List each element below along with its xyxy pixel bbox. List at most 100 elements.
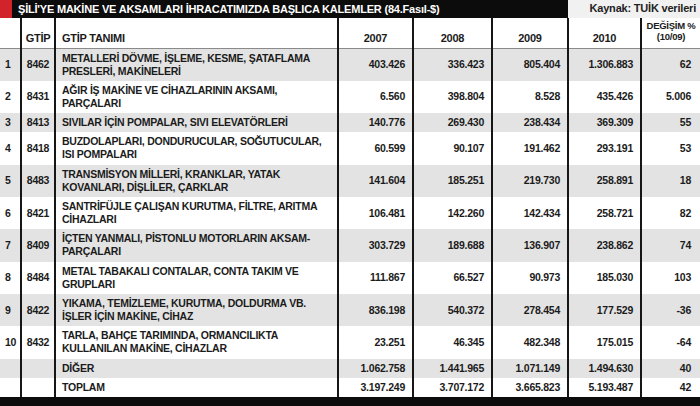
- cell-change-pct: 103: [641, 262, 700, 294]
- cell-rank: 6: [0, 197, 21, 229]
- cell-value-2009: 3.665.823: [492, 378, 568, 397]
- cell-value-2007: 403.426: [338, 48, 413, 81]
- page: ŞİLİ'YE MAKİNE VE AKSAMLARI İHRACATIMIZD…: [0, 0, 700, 406]
- cell-value-2009: 191.462: [492, 132, 568, 164]
- cell-value-2009: 805.404: [492, 48, 568, 81]
- cell-value-2009: 90.973: [492, 262, 568, 294]
- cell-value-2008: 66.527: [413, 262, 492, 294]
- cell-description: TARLA, BAHÇE TARIMINDA, ORMANCILIKTA KUL…: [55, 326, 338, 358]
- cell-value-2010: 1.494.630: [568, 359, 641, 378]
- cell-value-2008: 540.372: [413, 294, 492, 326]
- table-row: TOPLAM 3.197.249 3.707.172 3.665.823 5.1…: [0, 378, 700, 397]
- cell-gtip-code: 8483: [21, 165, 55, 197]
- bottom-black-strip: [0, 397, 700, 406]
- red-accent-square: [0, 0, 12, 18]
- cell-value-2008: 46.345: [413, 326, 492, 358]
- cell-rank: 10: [0, 326, 21, 358]
- cell-description: BUZDOLAPLARI, DONDURUCULAR, SOĞUTUCULAR,…: [55, 132, 338, 164]
- cell-change-pct: 74: [641, 229, 700, 261]
- cell-value-2009: 1.071.149: [492, 359, 568, 378]
- cell-value-2007: 1.062.758: [338, 359, 413, 378]
- header-change: DEĞİŞİM % (10/09): [641, 18, 700, 48]
- cell-value-2007: 111.867: [338, 262, 413, 294]
- cell-value-2008: 189.688: [413, 229, 492, 261]
- cell-change-pct: 53: [641, 132, 700, 164]
- cell-description: TOPLAM: [55, 378, 338, 397]
- cell-value-2007: 303.729: [338, 229, 413, 261]
- cell-description: SANTRİFÜJLE ÇALIŞAN KURUTMA, FİLTRE, ARI…: [55, 197, 338, 229]
- table-row: DİĞER 1.062.758 1.441.965 1.071.149 1.49…: [0, 359, 700, 378]
- table-row: 7 8409 İÇTEN YANMALI, PİSTONLU MOTORLARI…: [0, 229, 700, 261]
- header-change-line1: DEĞİŞİM %: [642, 20, 700, 31]
- table-header: GTİP GTİP TANIMI 2007 2008 2009 2010 DEĞ…: [0, 18, 700, 48]
- header-description: GTİP TANIMI: [55, 18, 338, 48]
- cell-description: İÇTEN YANMALI, PİSTONLU MOTORLARIN AKSAM…: [55, 229, 338, 261]
- cell-value-2010: 238.862: [568, 229, 641, 261]
- cell-change-pct: -64: [641, 326, 700, 358]
- cell-rank: 1: [0, 48, 21, 81]
- cell-value-2010: 177.529: [568, 294, 641, 326]
- header-year-2007: 2007: [338, 18, 413, 48]
- cell-value-2007: 6.560: [338, 81, 413, 113]
- cell-value-2010: 5.193.487: [568, 378, 641, 397]
- cell-rank: 3: [0, 113, 21, 132]
- header-year-2008: 2008: [413, 18, 492, 48]
- cell-value-2010: 185.030: [568, 262, 641, 294]
- table-row: 9 8422 YIKAMA, TEMİZLEME, KURUTMA, DOLDU…: [0, 294, 700, 326]
- cell-value-2007: 106.481: [338, 197, 413, 229]
- cell-value-2010: 369.309: [568, 113, 641, 132]
- cell-value-2010: 258.721: [568, 197, 641, 229]
- cell-change-pct: 55: [641, 113, 700, 132]
- cell-gtip-code: 8422: [21, 294, 55, 326]
- table-row: 10 8432 TARLA, BAHÇE TARIMINDA, ORMANCIL…: [0, 326, 700, 358]
- cell-gtip-code: 8432: [21, 326, 55, 358]
- cell-value-2009: 219.730: [492, 165, 568, 197]
- cell-description: DİĞER: [55, 359, 338, 378]
- cell-description: TRANSMİSYON MİLLERİ, KRANKLAR, YATAK KOV…: [55, 165, 338, 197]
- cell-value-2010: 258.891: [568, 165, 641, 197]
- cell-rank: 8: [0, 262, 21, 294]
- cell-value-2008: 3.707.172: [413, 378, 492, 397]
- cell-value-2010: 293.191: [568, 132, 641, 164]
- cell-value-2007: 141.604: [338, 165, 413, 197]
- table-row: 6 8421 SANTRİFÜJLE ÇALIŞAN KURUTMA, FİLT…: [0, 197, 700, 229]
- cell-value-2009: 238.434: [492, 113, 568, 132]
- cell-value-2007: 60.599: [338, 132, 413, 164]
- cell-gtip-code: 8413: [21, 113, 55, 132]
- header-row: GTİP GTİP TANIMI 2007 2008 2009 2010 DEĞ…: [0, 18, 700, 48]
- cell-value-2007: 23.251: [338, 326, 413, 358]
- cell-change-pct: 5.006: [641, 81, 700, 113]
- export-items-table: GTİP GTİP TANIMI 2007 2008 2009 2010 DEĞ…: [0, 18, 700, 397]
- cell-gtip-code: 8462: [21, 48, 55, 81]
- cell-change-pct: -36: [641, 294, 700, 326]
- cell-gtip-code: [21, 359, 55, 378]
- cell-value-2008: 398.804: [413, 81, 492, 113]
- table-row: 8 8484 METAL TABAKALI CONTALAR, CONTA TA…: [0, 262, 700, 294]
- header-rank: [0, 18, 21, 48]
- cell-value-2010: 435.426: [568, 81, 641, 113]
- cell-change-pct: 18: [641, 165, 700, 197]
- table-row: 1 8462 METALLERİ DÖVME, İŞLEME, KESME, Ş…: [0, 48, 700, 81]
- cell-gtip-code: [21, 378, 55, 397]
- cell-value-2007: 836.198: [338, 294, 413, 326]
- table-row: 3 8413 SIVILAR İÇİN POMPALAR, SIVI ELEVA…: [0, 113, 700, 132]
- cell-value-2007: 3.197.249: [338, 378, 413, 397]
- cell-value-2008: 185.251: [413, 165, 492, 197]
- cell-change-pct: 42: [641, 378, 700, 397]
- cell-gtip-code: 8418: [21, 132, 55, 164]
- cell-value-2008: 142.260: [413, 197, 492, 229]
- cell-gtip-code: 8484: [21, 262, 55, 294]
- header-gtip: GTİP: [21, 18, 55, 48]
- cell-value-2008: 1.441.965: [413, 359, 492, 378]
- cell-value-2008: 269.430: [413, 113, 492, 132]
- title-strip: ŞİLİ'YE MAKİNE VE AKSAMLARI İHRACATIMIZD…: [0, 0, 700, 18]
- header-change-line2: (10/09): [642, 31, 700, 42]
- cell-rank: 5: [0, 165, 21, 197]
- header-year-2010: 2010: [568, 18, 641, 48]
- cell-gtip-code: 8431: [21, 81, 55, 113]
- cell-value-2009: 278.454: [492, 294, 568, 326]
- cell-rank: 2: [0, 81, 21, 113]
- cell-value-2010: 1.306.883: [568, 48, 641, 81]
- cell-rank: [0, 359, 21, 378]
- cell-value-2007: 140.776: [338, 113, 413, 132]
